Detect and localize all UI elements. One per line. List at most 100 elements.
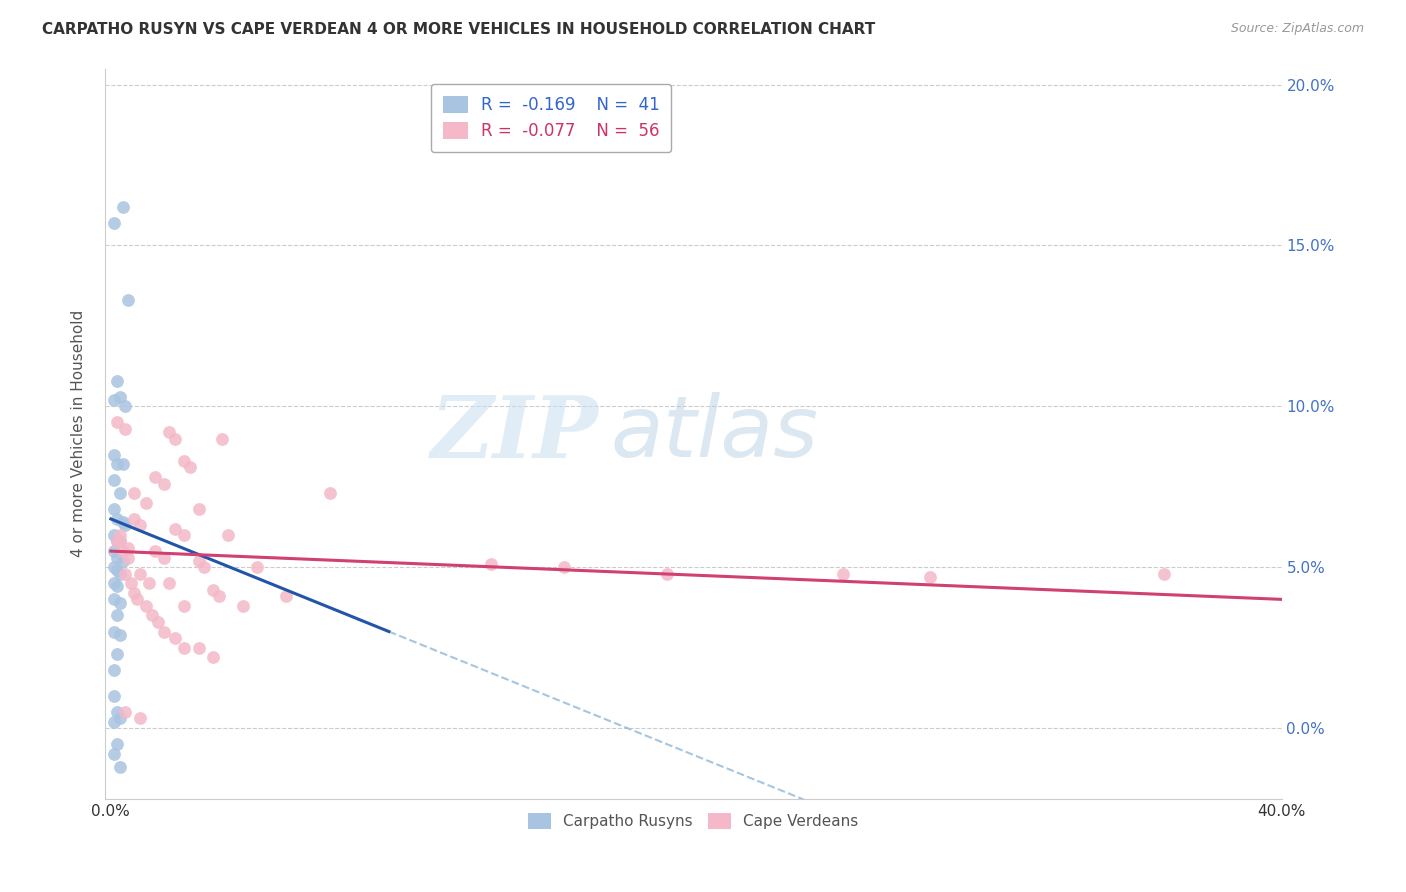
Point — [276, 589, 298, 603]
Point — [103, 576, 125, 591]
Point — [103, 528, 125, 542]
Point — [127, 592, 149, 607]
Point — [232, 599, 254, 613]
Y-axis label: 4 or more Vehicles in Household: 4 or more Vehicles in Household — [72, 310, 86, 558]
Point — [831, 566, 853, 581]
Point — [103, 544, 125, 558]
Text: CARPATHO RUSYN VS CAPE VERDEAN 4 OR MORE VEHICLES IN HOUSEHOLD CORRELATION CHART: CARPATHO RUSYN VS CAPE VERDEAN 4 OR MORE… — [42, 22, 876, 37]
Point — [173, 454, 195, 468]
Text: Source: ZipAtlas.com: Source: ZipAtlas.com — [1230, 22, 1364, 36]
Point — [105, 580, 128, 594]
Point — [108, 596, 131, 610]
Point — [655, 566, 678, 581]
Point — [187, 640, 209, 655]
Point — [202, 650, 225, 665]
Point — [105, 608, 128, 623]
Point — [920, 570, 942, 584]
Point — [135, 496, 157, 510]
Point — [105, 534, 128, 549]
Point — [193, 560, 215, 574]
Point — [173, 528, 195, 542]
Point — [208, 589, 231, 603]
Point — [108, 628, 131, 642]
Point — [1153, 566, 1175, 581]
Point — [111, 200, 134, 214]
Point — [117, 550, 139, 565]
Point — [103, 663, 125, 677]
Point — [165, 432, 187, 446]
Point — [108, 486, 131, 500]
Point — [165, 631, 187, 645]
Point — [103, 448, 125, 462]
Point — [103, 714, 125, 729]
Point — [146, 615, 169, 629]
Point — [114, 400, 136, 414]
Point — [105, 416, 128, 430]
Point — [103, 502, 125, 516]
Point — [105, 534, 128, 549]
Point — [122, 512, 145, 526]
Point — [111, 457, 134, 471]
Point — [129, 566, 152, 581]
Point — [117, 541, 139, 555]
Point — [105, 737, 128, 751]
Point — [129, 518, 152, 533]
Point — [152, 550, 174, 565]
Point — [103, 624, 125, 639]
Point — [111, 544, 134, 558]
Point — [165, 522, 187, 536]
Text: atlas: atlas — [610, 392, 818, 475]
Point — [103, 689, 125, 703]
Point — [122, 486, 145, 500]
Point — [103, 747, 125, 761]
Point — [217, 528, 239, 542]
Point — [479, 557, 502, 571]
Point — [105, 647, 128, 661]
Point — [105, 563, 128, 577]
Point — [105, 374, 128, 388]
Point — [152, 624, 174, 639]
Point — [108, 711, 131, 725]
Point — [103, 216, 125, 230]
Point — [179, 460, 201, 475]
Point — [114, 566, 136, 581]
Point — [211, 432, 233, 446]
Point — [553, 560, 575, 574]
Point — [108, 566, 131, 581]
Point — [143, 470, 166, 484]
Point — [105, 512, 128, 526]
Point — [103, 473, 125, 487]
Point — [187, 502, 209, 516]
Legend: Carpatho Rusyns, Cape Verdeans: Carpatho Rusyns, Cape Verdeans — [522, 806, 865, 835]
Point — [105, 457, 128, 471]
Point — [138, 576, 160, 591]
Point — [173, 599, 195, 613]
Point — [111, 554, 134, 568]
Point — [103, 560, 125, 574]
Point — [319, 486, 342, 500]
Point — [202, 582, 225, 597]
Point — [129, 711, 152, 725]
Point — [122, 586, 145, 600]
Point — [108, 390, 131, 404]
Point — [111, 515, 134, 529]
Point — [114, 518, 136, 533]
Point — [120, 576, 142, 591]
Point — [105, 705, 128, 719]
Point — [143, 544, 166, 558]
Point — [108, 534, 131, 549]
Point — [105, 550, 128, 565]
Point — [187, 554, 209, 568]
Text: ZIP: ZIP — [432, 392, 599, 475]
Point — [141, 608, 163, 623]
Point — [157, 576, 180, 591]
Point — [173, 640, 195, 655]
Point — [152, 476, 174, 491]
Point — [103, 592, 125, 607]
Point — [108, 759, 131, 773]
Point — [114, 705, 136, 719]
Point — [246, 560, 269, 574]
Point — [108, 534, 131, 549]
Point — [157, 425, 180, 439]
Point — [103, 392, 125, 407]
